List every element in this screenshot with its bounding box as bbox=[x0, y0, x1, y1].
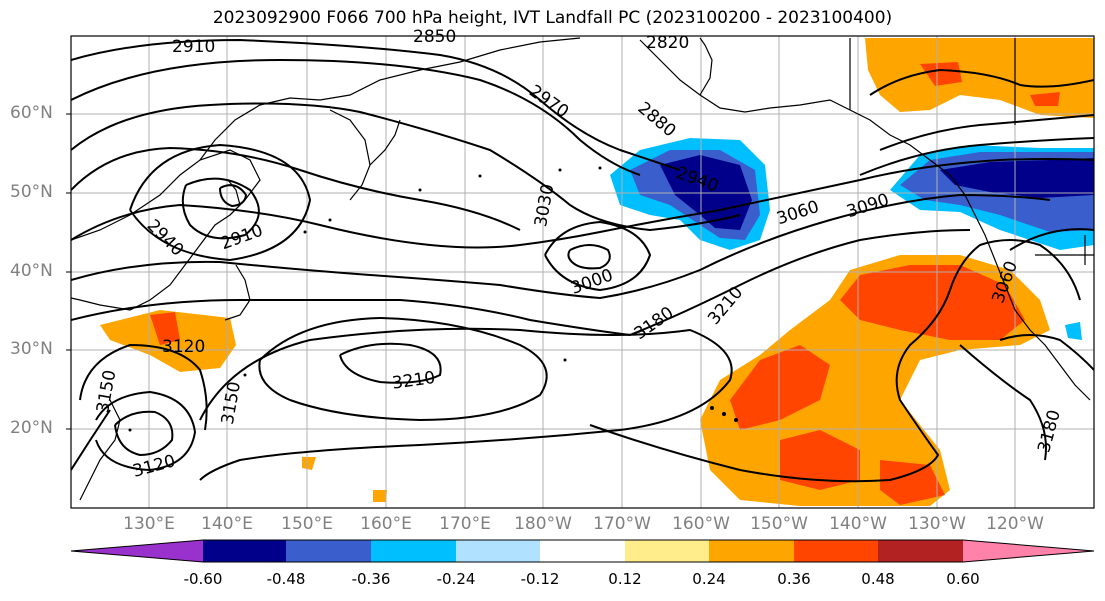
ivt-strong-region-se3 bbox=[780, 430, 860, 490]
colorbar-tick-label: -0.36 bbox=[351, 570, 391, 588]
lat-label: 40°N bbox=[10, 261, 53, 281]
colorbar-swatch bbox=[794, 540, 878, 562]
lon-label: 160°W bbox=[672, 514, 730, 534]
lon-label: 130°W bbox=[908, 514, 966, 534]
colorbar-tick-label: 0.24 bbox=[692, 570, 726, 588]
colorbar-tick-label: 0.12 bbox=[608, 570, 642, 588]
contour-label: 3090 bbox=[844, 190, 891, 222]
contour-label: 3210 bbox=[391, 368, 437, 394]
contour-label: 2910 bbox=[172, 37, 215, 57]
colorbar-extend-high bbox=[963, 540, 1094, 562]
colorbar-swatch bbox=[625, 540, 709, 562]
ivt-strong-region-ne bbox=[920, 62, 962, 86]
colorbar-swatch bbox=[286, 540, 371, 562]
colorbar bbox=[70, 539, 1095, 563]
ivt-strong-region-se4 bbox=[880, 460, 945, 505]
contour-label: 2850 bbox=[413, 27, 456, 47]
lat-label: 30°N bbox=[10, 339, 53, 359]
lon-label: 150°E bbox=[281, 514, 333, 534]
colorbar-tick-label: -0.12 bbox=[520, 570, 560, 588]
ivt-negative-small bbox=[1065, 322, 1082, 340]
contour-label: 3030 bbox=[531, 182, 558, 228]
lon-label: 160°E bbox=[360, 514, 412, 534]
contour-label: 3120 bbox=[131, 451, 178, 482]
colorbar-swatch bbox=[456, 540, 540, 562]
colorbar-tick-label: 0.60 bbox=[946, 570, 980, 588]
ivt-shading bbox=[100, 38, 1094, 506]
contour-label: 2880 bbox=[634, 98, 680, 141]
contour-label: 3120 bbox=[162, 337, 205, 357]
colorbar-tick-label: 0.36 bbox=[777, 570, 811, 588]
colorbar-tick-label: -0.24 bbox=[436, 570, 476, 588]
lon-label: 140°W bbox=[829, 514, 887, 534]
lon-label: 120°W bbox=[986, 514, 1044, 534]
lat-label: 20°N bbox=[10, 418, 53, 438]
contour-label: 3180 bbox=[631, 303, 678, 344]
colorbar-extend-low bbox=[71, 540, 203, 562]
colorbar-swatch bbox=[709, 540, 794, 562]
contour-label: 2970 bbox=[525, 81, 572, 122]
contour-label: 2910 bbox=[218, 221, 265, 255]
ivt-strong-region-ne2 bbox=[1030, 92, 1060, 106]
ivt-positive-small2 bbox=[373, 490, 387, 502]
lon-label: 170°W bbox=[593, 514, 651, 534]
ivt-positive-region-ne bbox=[865, 38, 1094, 118]
ivt-negative-region-e3 bbox=[940, 158, 1094, 198]
height-contours bbox=[71, 38, 1094, 483]
colorbar-swatch bbox=[371, 540, 456, 562]
colorbar-swatch bbox=[878, 540, 963, 562]
ivt-strong-region-w bbox=[150, 312, 180, 345]
lon-label: 130°E bbox=[123, 514, 175, 534]
contour-label: 3210 bbox=[704, 283, 747, 329]
lat-label: 60°N bbox=[10, 103, 53, 123]
lon-label: 150°W bbox=[750, 514, 808, 534]
map-title: 2023092900 F066 700 hPa height, IVT Land… bbox=[212, 8, 893, 28]
lon-label: 170°E bbox=[439, 514, 491, 534]
ivt-strong-region-se2 bbox=[730, 345, 830, 430]
colorbar-swatch bbox=[540, 540, 625, 562]
axis-ticks bbox=[66, 113, 71, 430]
island-dots bbox=[128, 166, 738, 432]
colorbar-outline bbox=[70, 539, 1095, 563]
lat-label: 50°N bbox=[10, 182, 53, 202]
colorbar-tick-label: 0.48 bbox=[861, 570, 895, 588]
contour-label: 3150 bbox=[93, 368, 120, 414]
colorbar-tick-label: -0.60 bbox=[183, 570, 223, 588]
lon-label: 140°E bbox=[201, 514, 253, 534]
contour-label: 3000 bbox=[568, 265, 615, 299]
ivt-positive-small1 bbox=[302, 457, 316, 470]
contour-label: 2820 bbox=[646, 33, 689, 53]
lon-label: 180°W bbox=[514, 514, 572, 534]
ivt-strong-region-se bbox=[840, 265, 1025, 340]
colorbar-swatch bbox=[203, 540, 286, 562]
map-gridlines bbox=[71, 36, 1094, 508]
colorbar-tick-label: -0.48 bbox=[266, 570, 306, 588]
